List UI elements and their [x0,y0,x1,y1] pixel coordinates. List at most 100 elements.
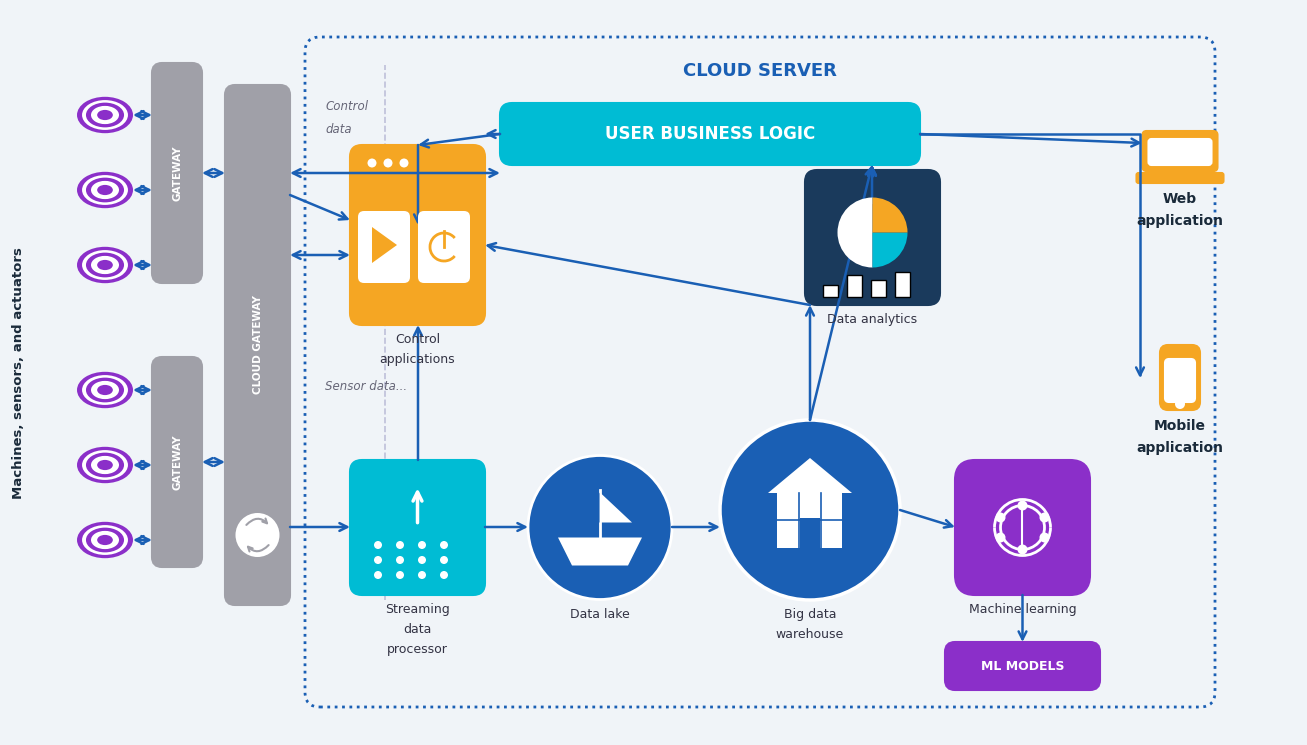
Text: processor: processor [387,643,448,656]
Ellipse shape [82,100,128,130]
Ellipse shape [97,185,112,195]
Circle shape [440,541,448,549]
Polygon shape [572,492,600,522]
Ellipse shape [97,385,112,395]
Text: Machine learning: Machine learning [968,603,1076,616]
Ellipse shape [97,110,112,120]
FancyBboxPatch shape [1161,345,1200,410]
Ellipse shape [77,372,133,408]
Ellipse shape [82,450,128,480]
Text: USER BUSINESS LOGIC: USER BUSINESS LOGIC [605,125,816,143]
Text: Control: Control [325,100,369,113]
FancyBboxPatch shape [501,103,920,165]
Circle shape [528,455,672,600]
Circle shape [418,571,426,579]
Wedge shape [873,232,907,267]
FancyBboxPatch shape [778,493,843,548]
Ellipse shape [86,103,124,127]
Text: Sensor data...: Sensor data... [325,380,406,393]
Text: Data lake: Data lake [570,607,630,621]
Text: application: application [1137,214,1223,228]
Text: CLOUD GATEWAY: CLOUD GATEWAY [252,296,263,394]
Text: application: application [1137,441,1223,455]
FancyBboxPatch shape [823,285,838,297]
FancyBboxPatch shape [350,460,485,595]
FancyBboxPatch shape [945,642,1100,690]
FancyBboxPatch shape [1137,173,1223,183]
Wedge shape [838,197,873,267]
Polygon shape [769,458,852,493]
FancyBboxPatch shape [152,63,203,283]
Ellipse shape [91,181,119,199]
Circle shape [235,513,280,557]
Circle shape [396,541,404,549]
FancyBboxPatch shape [955,460,1090,595]
Polygon shape [558,537,642,565]
Polygon shape [372,227,397,263]
Ellipse shape [77,247,133,283]
Ellipse shape [97,260,112,270]
Circle shape [383,159,392,168]
Ellipse shape [86,453,124,478]
Ellipse shape [91,456,119,474]
Ellipse shape [97,535,112,545]
Ellipse shape [91,256,119,274]
Text: data: data [325,123,352,136]
Circle shape [996,533,1005,542]
Text: Web: Web [1163,192,1197,206]
FancyBboxPatch shape [152,357,203,567]
Text: ML MODELS: ML MODELS [980,659,1064,673]
Ellipse shape [97,460,112,470]
Ellipse shape [77,447,133,484]
Ellipse shape [82,525,128,555]
Text: CLOUD SERVER: CLOUD SERVER [684,62,836,80]
Text: GATEWAY: GATEWAY [173,145,183,200]
FancyBboxPatch shape [800,518,819,548]
Ellipse shape [82,250,128,280]
Circle shape [1039,513,1050,522]
Circle shape [374,541,382,549]
Text: Big data: Big data [784,608,836,621]
Text: Mobile: Mobile [1154,419,1206,433]
Circle shape [418,541,426,549]
Ellipse shape [86,527,124,552]
Text: data: data [404,623,431,636]
Ellipse shape [91,381,119,399]
Ellipse shape [86,177,124,203]
Text: Machines, sensors, and actuators: Machines, sensors, and actuators [12,247,25,499]
Text: Data analytics: Data analytics [827,313,918,326]
Ellipse shape [77,172,133,208]
Text: GATEWAY: GATEWAY [173,434,183,489]
Circle shape [440,556,448,564]
Circle shape [1039,533,1050,542]
FancyBboxPatch shape [418,211,471,283]
FancyBboxPatch shape [358,211,410,283]
Ellipse shape [77,522,133,558]
FancyBboxPatch shape [805,170,940,305]
FancyBboxPatch shape [870,280,886,297]
FancyBboxPatch shape [847,275,863,297]
Text: Streaming: Streaming [386,603,450,616]
Circle shape [996,513,1005,522]
Circle shape [440,571,448,579]
FancyBboxPatch shape [350,145,485,325]
FancyBboxPatch shape [1165,359,1195,402]
Circle shape [418,556,426,564]
Circle shape [374,571,382,579]
Polygon shape [600,492,633,522]
Text: applications: applications [380,353,455,366]
Text: warehouse: warehouse [776,628,844,641]
Text: Control: Control [395,333,440,346]
Circle shape [374,556,382,564]
Ellipse shape [77,97,133,133]
Circle shape [396,571,404,579]
Circle shape [396,556,404,564]
Circle shape [367,159,376,168]
Circle shape [720,420,901,600]
Ellipse shape [91,531,119,549]
Circle shape [1018,501,1027,510]
Ellipse shape [82,175,128,205]
FancyBboxPatch shape [1142,131,1218,171]
FancyBboxPatch shape [1149,139,1212,165]
FancyBboxPatch shape [895,272,910,297]
